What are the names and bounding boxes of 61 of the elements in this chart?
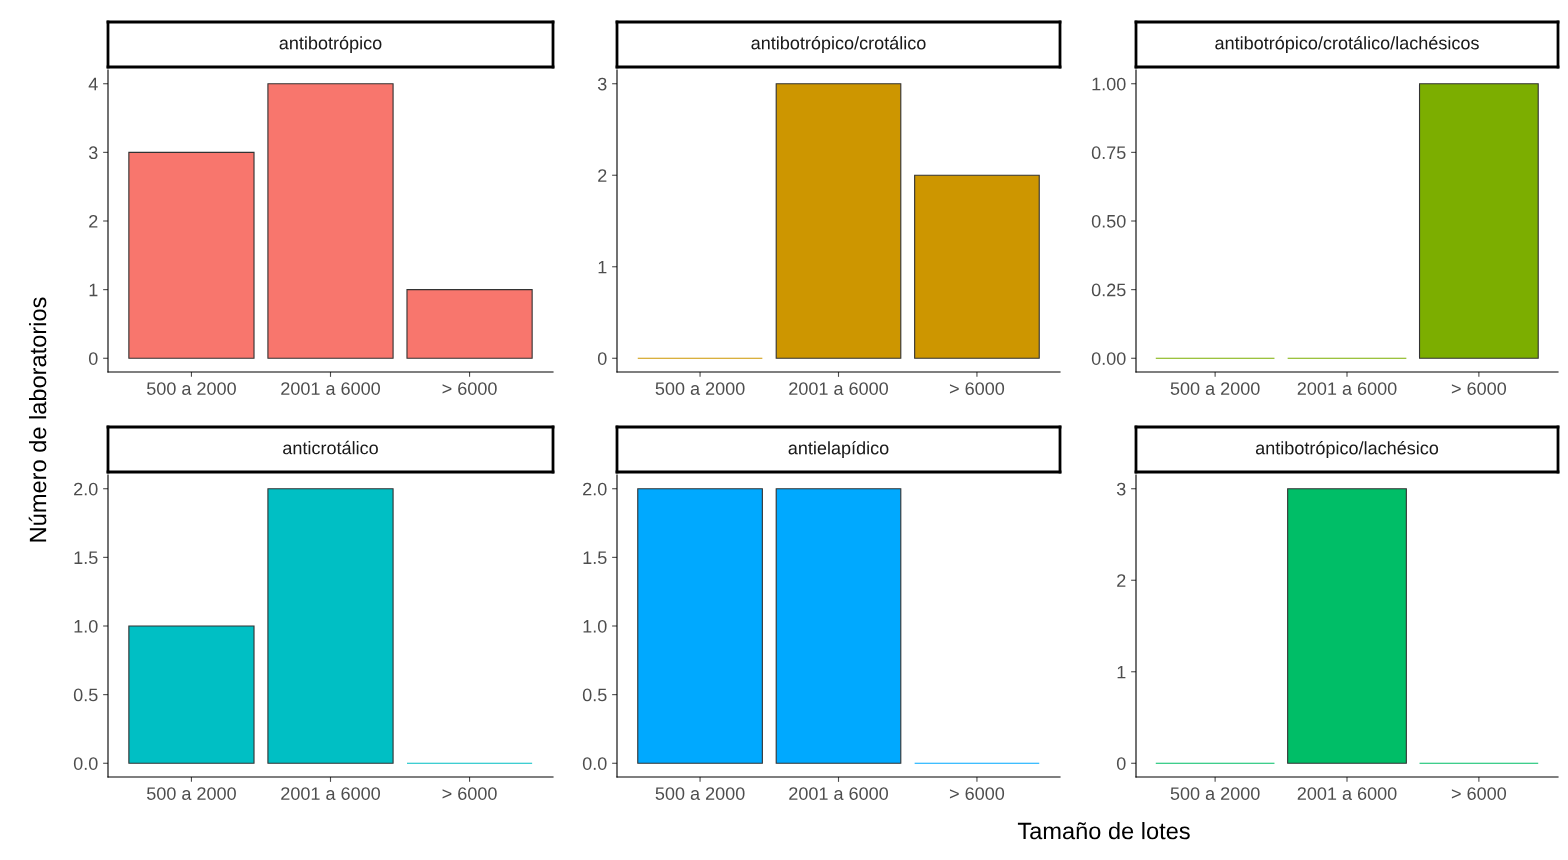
- x-tick-label: 500 a 2000: [146, 787, 236, 800]
- x-tick-label: 500 a 2000: [1170, 382, 1260, 395]
- y-tick-label: 4: [88, 77, 98, 91]
- x-tick-label: 500 a 2000: [655, 787, 745, 800]
- x-tick-label: 2001 a 6000: [281, 787, 380, 800]
- y-tick-label: 3: [1116, 482, 1126, 496]
- y-tick-label: 1.5: [74, 551, 98, 565]
- chart-title: antibotrópico/lachésico: [1255, 440, 1439, 459]
- y-tick-label: 2: [1117, 574, 1126, 587]
- y-tick-label: 0: [88, 352, 98, 365]
- chart-title: anticrotálico: [283, 440, 378, 455]
- x-tick-label: 500 a 2000: [655, 382, 745, 395]
- y-tick-label: 0.00: [1091, 352, 1126, 365]
- y-tick-label: 3: [88, 146, 98, 160]
- y-tick-label: 0.0: [582, 757, 607, 770]
- bar: [267, 488, 394, 764]
- y-tick-label: 0.5: [73, 688, 98, 702]
- bar: [914, 174, 1040, 359]
- chart-title: antielapídico: [788, 440, 889, 459]
- x-tick-label: > 6000: [1451, 382, 1507, 395]
- bar: [406, 289, 533, 359]
- y-tick-label: 3: [597, 77, 607, 91]
- chart-title: antibotrópico/crotálico/lachésicos: [1215, 35, 1479, 54]
- x-tick-label: > 6000: [949, 382, 1005, 395]
- y-tick-label: 0: [1116, 757, 1126, 770]
- x-tick-label: 2001 a 6000: [1297, 382, 1397, 395]
- y-tick-label: 1: [598, 260, 607, 274]
- y-tick-label: 0: [597, 352, 607, 365]
- chart-title: antibotrópico/crotálico: [751, 35, 926, 54]
- x-tick-label: 2001 a 6000: [1297, 787, 1397, 800]
- x-tick-label: 2001 a 6000: [789, 787, 888, 800]
- chart-title: antibotrópico: [279, 35, 382, 54]
- y-tick-label: 2.0: [583, 482, 607, 496]
- bar: [267, 83, 394, 359]
- bar: [128, 151, 255, 359]
- y-tick-label: 1.5: [583, 551, 607, 565]
- x-tick-label: > 6000: [442, 382, 497, 395]
- x-axis-title: Tamaño de lotes: [1017, 821, 1190, 840]
- y-tick-label: 0.75: [1091, 146, 1126, 160]
- y-tick-label: 1: [1117, 665, 1126, 679]
- bar: [128, 625, 255, 764]
- y-tick-label: 0.5: [582, 688, 607, 702]
- y-tick-label: 0.0: [73, 757, 98, 770]
- y-tick-label: 2: [598, 169, 607, 182]
- x-tick-label: 500 a 2000: [1170, 787, 1260, 800]
- y-tick-label: 1.0: [583, 619, 607, 633]
- y-tick-label: 0.25: [1091, 283, 1126, 297]
- x-tick-label: > 6000: [442, 787, 497, 800]
- y-axis-title: Número de laboratorios: [28, 297, 47, 542]
- y-tick-label: 2: [89, 214, 98, 228]
- y-tick-label: 1.0: [74, 619, 98, 633]
- y-tick-label: 1: [89, 283, 98, 297]
- bar: [775, 83, 902, 359]
- x-tick-label: > 6000: [949, 787, 1005, 800]
- x-tick-label: 500 a 2000: [146, 382, 236, 395]
- x-tick-label: 2001 a 6000: [281, 382, 380, 395]
- x-tick-label: > 6000: [1451, 787, 1507, 800]
- y-tick-label: 2.0: [74, 482, 98, 496]
- x-tick-label: 2001 a 6000: [789, 382, 888, 395]
- y-tick-label: 1.00: [1092, 77, 1126, 91]
- y-tick-label: 0.50: [1091, 214, 1126, 228]
